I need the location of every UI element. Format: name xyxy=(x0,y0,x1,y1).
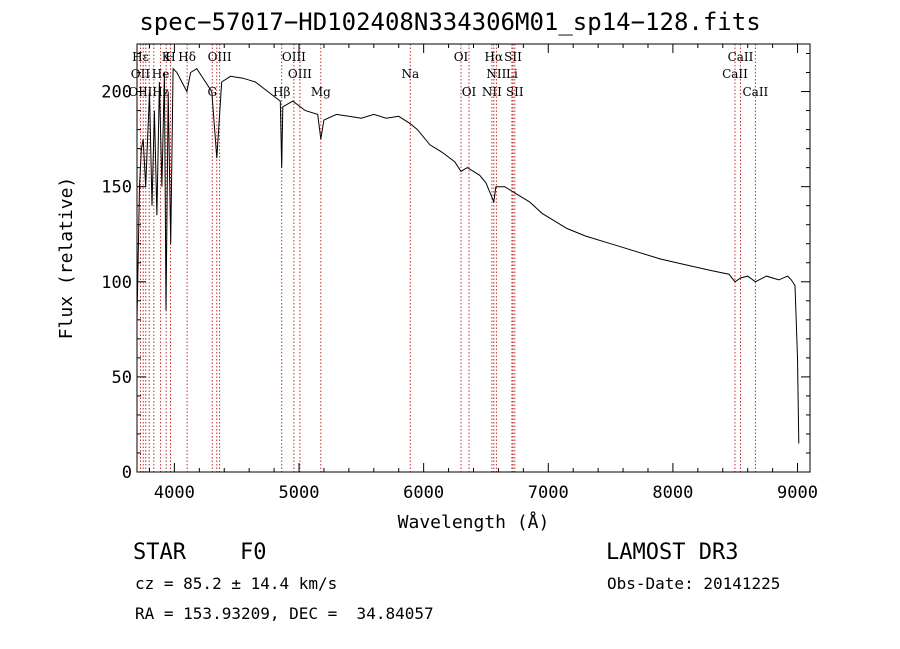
y-tick-label: 100 xyxy=(101,273,132,293)
x-tick-label: 7000 xyxy=(528,483,569,503)
y-axis-label: Flux (relative) xyxy=(56,177,77,340)
spectrum-line xyxy=(136,67,800,444)
object-type: STAR xyxy=(133,540,186,565)
line-annotation-label: OI xyxy=(454,50,469,64)
line-annotation-label: CaII xyxy=(728,50,754,64)
plot-frame xyxy=(136,43,811,473)
line-annotation-label: Hβ xyxy=(273,85,290,99)
x-tick-label: 9000 xyxy=(777,483,818,503)
chart-title: spec−57017−HD102408N334306M01_sp14−128.f… xyxy=(139,8,761,36)
line-annotation-label: OI xyxy=(462,85,477,99)
line-annotation-label: NII xyxy=(482,85,502,99)
x-tick-label: 6000 xyxy=(403,483,444,503)
line-annotation-label: OII xyxy=(131,67,151,81)
line-annotation-label: Hα xyxy=(485,50,504,64)
y-tick-label: 50 xyxy=(112,368,132,388)
line-annotation-label: Li xyxy=(506,67,518,81)
line-annotation-label: OIII xyxy=(282,50,306,64)
line-annotation-label: CaII xyxy=(722,67,748,81)
y-tick-label: 150 xyxy=(101,178,132,198)
line-annotation-label: CaII xyxy=(742,85,768,99)
line-annotation-label: OIII xyxy=(128,85,152,99)
line-annotation-label: SII xyxy=(504,50,522,64)
line-annotation-label: OIII xyxy=(208,50,232,64)
line-annotation-label: Hε xyxy=(132,50,149,64)
x-tick-label: 4000 xyxy=(154,483,195,503)
line-annotation-label: H xyxy=(165,50,175,64)
x-tick-label: 8000 xyxy=(652,483,693,503)
y-tick-label: 0 xyxy=(122,463,132,483)
x-tick-label: 5000 xyxy=(279,483,320,503)
x-axis-label: Wavelength (Å) xyxy=(398,511,550,533)
survey-name: LAMOST DR3 xyxy=(606,540,739,565)
line-annotation-label: OIII xyxy=(288,67,312,81)
line-annotation-label: G xyxy=(208,85,218,99)
line-annotation-label: Na xyxy=(401,67,419,81)
redshift-velocity: cz = 85.2 ± 14.4 km/s xyxy=(135,574,338,593)
line-annotation-label: NII xyxy=(486,67,506,81)
line-annotation-label: SII xyxy=(506,85,524,99)
y-tick-label: 200 xyxy=(101,83,132,103)
observation-date: Obs-Date: 20141225 xyxy=(607,574,781,593)
line-annotation-label: K xyxy=(162,50,172,64)
line-annotation-label: Hz xyxy=(152,85,169,99)
line-annotation-label: Mg xyxy=(311,85,331,99)
ra-dec-coordinates: RA = 153.93209, DEC = 34.84057 xyxy=(135,604,434,623)
line-annotation-label: He xyxy=(152,67,170,81)
line-annotation-label: Hδ xyxy=(178,50,196,64)
spectral-subclass: F0 xyxy=(240,540,267,565)
